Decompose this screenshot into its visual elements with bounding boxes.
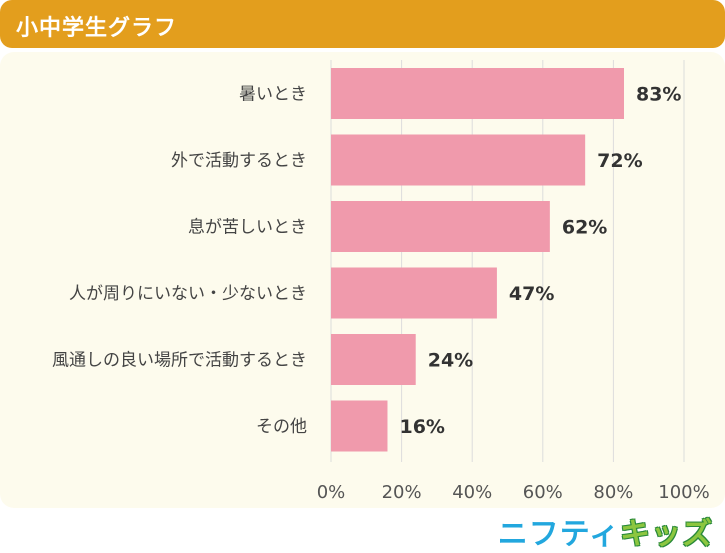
x-tick-label-2: 40% <box>452 482 492 503</box>
category-label-3: 人が周りにいない・少ないとき <box>69 284 307 304</box>
value-label-3: 47% <box>509 283 554 305</box>
value-label-5: 16% <box>399 416 444 438</box>
logo-text-kids: キッズ <box>620 517 713 552</box>
x-tick-label-4: 80% <box>593 482 633 503</box>
x-tick-label-1: 20% <box>382 482 422 503</box>
page-title: 小中学生グラフ <box>16 16 178 41</box>
bar-0 <box>331 68 624 119</box>
value-label-2: 62% <box>562 217 607 239</box>
bar-5 <box>331 400 388 452</box>
x-tick-label-5: 100% <box>658 482 709 503</box>
header-bar: 小中学生グラフ <box>0 0 725 48</box>
category-label-5: その他 <box>256 417 307 437</box>
logo-text-nifty: ニフティ <box>497 517 620 552</box>
x-tick-label-0: 0% <box>317 482 346 503</box>
nifty-kids-logo: ニフティキッズ <box>498 509 713 553</box>
category-label-2: 息が苦しいとき <box>188 218 307 238</box>
value-label-1: 72% <box>597 150 642 172</box>
value-label-0: 83% <box>636 84 681 106</box>
value-label-4: 24% <box>428 350 473 372</box>
category-label-4: 風通しの良い場所で活動するとき <box>52 351 307 371</box>
category-label-0: 暑いとき <box>239 85 307 105</box>
bar-2 <box>331 201 550 252</box>
bar-1 <box>331 134 586 186</box>
category-label-1: 外で活動するとき <box>171 151 307 171</box>
bar-4 <box>331 334 416 385</box>
x-tick-label-3: 60% <box>523 482 563 503</box>
bar-3 <box>331 267 497 319</box>
